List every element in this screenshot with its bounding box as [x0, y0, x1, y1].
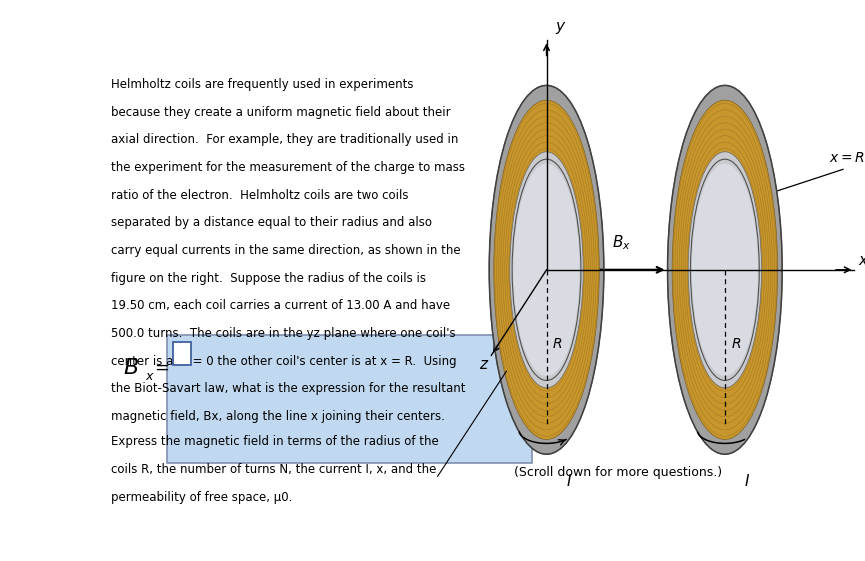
Ellipse shape [668, 85, 782, 454]
Ellipse shape [690, 159, 759, 380]
Text: y: y [555, 20, 564, 34]
Text: permeability of free space, μ0.: permeability of free space, μ0. [112, 491, 293, 504]
Text: R: R [553, 337, 562, 351]
Text: $B_x$: $B_x$ [612, 233, 631, 252]
Text: axial direction.  For example, they are traditionally used in: axial direction. For example, they are t… [112, 134, 458, 146]
Text: the experiment for the measurement of the charge to mass: the experiment for the measurement of th… [112, 161, 465, 174]
Ellipse shape [512, 159, 581, 380]
Text: because they create a uniform magnetic field about their: because they create a uniform magnetic f… [112, 106, 452, 119]
Text: 19.50 cm, each coil carries a current of 13.00 A and have: 19.50 cm, each coil carries a current of… [112, 299, 451, 312]
Text: separated by a distance equal to their radius and also: separated by a distance equal to their r… [112, 217, 432, 229]
Text: center is at x = 0 the other coil's center is at x = R.  Using: center is at x = 0 the other coil's cent… [112, 355, 457, 367]
Text: magnetic field, Bx, along the line x joining their centers.: magnetic field, Bx, along the line x joi… [112, 410, 445, 423]
Ellipse shape [514, 164, 580, 376]
Text: R: R [731, 337, 740, 351]
Text: $I$: $I$ [566, 473, 572, 489]
FancyBboxPatch shape [173, 342, 191, 365]
Text: figure on the right.  Suppose the radius of the coils is: figure on the right. Suppose the radius … [112, 272, 426, 284]
Text: (Scroll down for more questions.): (Scroll down for more questions.) [514, 466, 721, 479]
FancyBboxPatch shape [167, 335, 533, 463]
Text: ratio of the electron.  Helmholtz coils are two coils: ratio of the electron. Helmholtz coils a… [112, 188, 409, 202]
Ellipse shape [689, 152, 761, 388]
Text: $x = R$: $x = R$ [829, 151, 865, 164]
Ellipse shape [672, 100, 778, 439]
Text: =: = [154, 358, 169, 376]
Text: x: x [145, 370, 153, 383]
Text: Helmholtz coils are frequently used in experiments: Helmholtz coils are frequently used in e… [112, 78, 414, 91]
Text: coils R, the number of turns N, the current I, x, and the: coils R, the number of turns N, the curr… [112, 463, 437, 476]
Text: Express the magnetic field in terms of the radius of the: Express the magnetic field in terms of t… [112, 435, 439, 448]
Text: carry equal currents in the same direction, as shown in the: carry equal currents in the same directi… [112, 244, 461, 257]
Text: $I$: $I$ [744, 473, 750, 489]
Text: the Biot-Savart law, what is the expression for the resultant: the Biot-Savart law, what is the express… [112, 382, 466, 396]
Text: x: x [859, 254, 865, 268]
Text: 500.0 turns.  The coils are in the yz plane where one coil's: 500.0 turns. The coils are in the yz pla… [112, 327, 456, 340]
Ellipse shape [509, 152, 583, 388]
Ellipse shape [692, 164, 758, 376]
Ellipse shape [490, 85, 604, 454]
Text: $B$: $B$ [123, 357, 138, 378]
Text: z: z [478, 357, 487, 372]
Ellipse shape [494, 100, 599, 439]
